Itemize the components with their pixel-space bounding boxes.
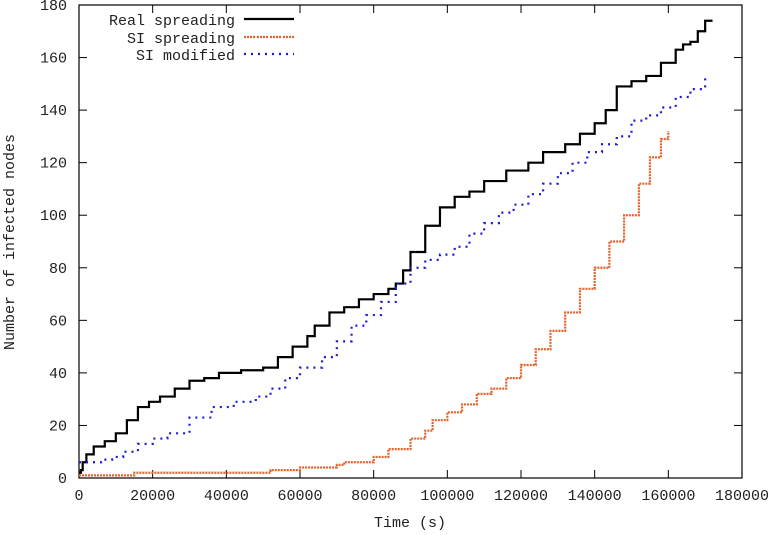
x-tick-label: 40000 xyxy=(204,488,249,505)
x-tick-label: 120000 xyxy=(494,488,548,505)
x-tick-label: 180000 xyxy=(715,488,769,505)
y-tick-label: 80 xyxy=(49,261,67,278)
plot-area xyxy=(78,4,743,479)
axis-ticks: 0 20000 40000 60000 80000 100000 120000 140000 1… xyxy=(40,0,769,505)
y-tick-label: 140 xyxy=(40,103,67,120)
y-tick-label: 160 xyxy=(40,51,67,68)
series-lines xyxy=(79,19,713,477)
x-tick-label: 20000 xyxy=(130,488,175,505)
series-real-spreading xyxy=(79,19,713,474)
x-tick-label: 160000 xyxy=(641,488,695,505)
x-axis-label: Time (s) xyxy=(374,515,446,530)
y-tick-label: 40 xyxy=(49,366,67,383)
x-tick-label: 140000 xyxy=(568,488,622,505)
x-tick-label: 0 xyxy=(74,488,83,505)
y-tick-label: 60 xyxy=(49,313,67,330)
y-tick-label: 180 xyxy=(40,0,67,15)
y-tick-label: 100 xyxy=(40,208,67,225)
x-tick-label: 100000 xyxy=(420,488,474,505)
legend-label-si: SI spreading xyxy=(127,31,235,48)
x-tick-label: 80000 xyxy=(351,488,396,505)
x-tick-label: 60000 xyxy=(277,488,322,505)
series-si-modified xyxy=(79,73,707,464)
legend-label-si-modified: SI modified xyxy=(136,48,235,65)
y-tick-label: 120 xyxy=(40,156,67,173)
y-axis-label: Number of infected nodes xyxy=(2,134,19,350)
series-si-spreading xyxy=(79,131,670,477)
y-tick-label: 20 xyxy=(49,418,67,435)
legend-label-real: Real spreading xyxy=(109,13,235,30)
y-tick-label: 0 xyxy=(58,471,67,488)
legend: Real spreading SI spreading SI modified xyxy=(109,13,294,65)
